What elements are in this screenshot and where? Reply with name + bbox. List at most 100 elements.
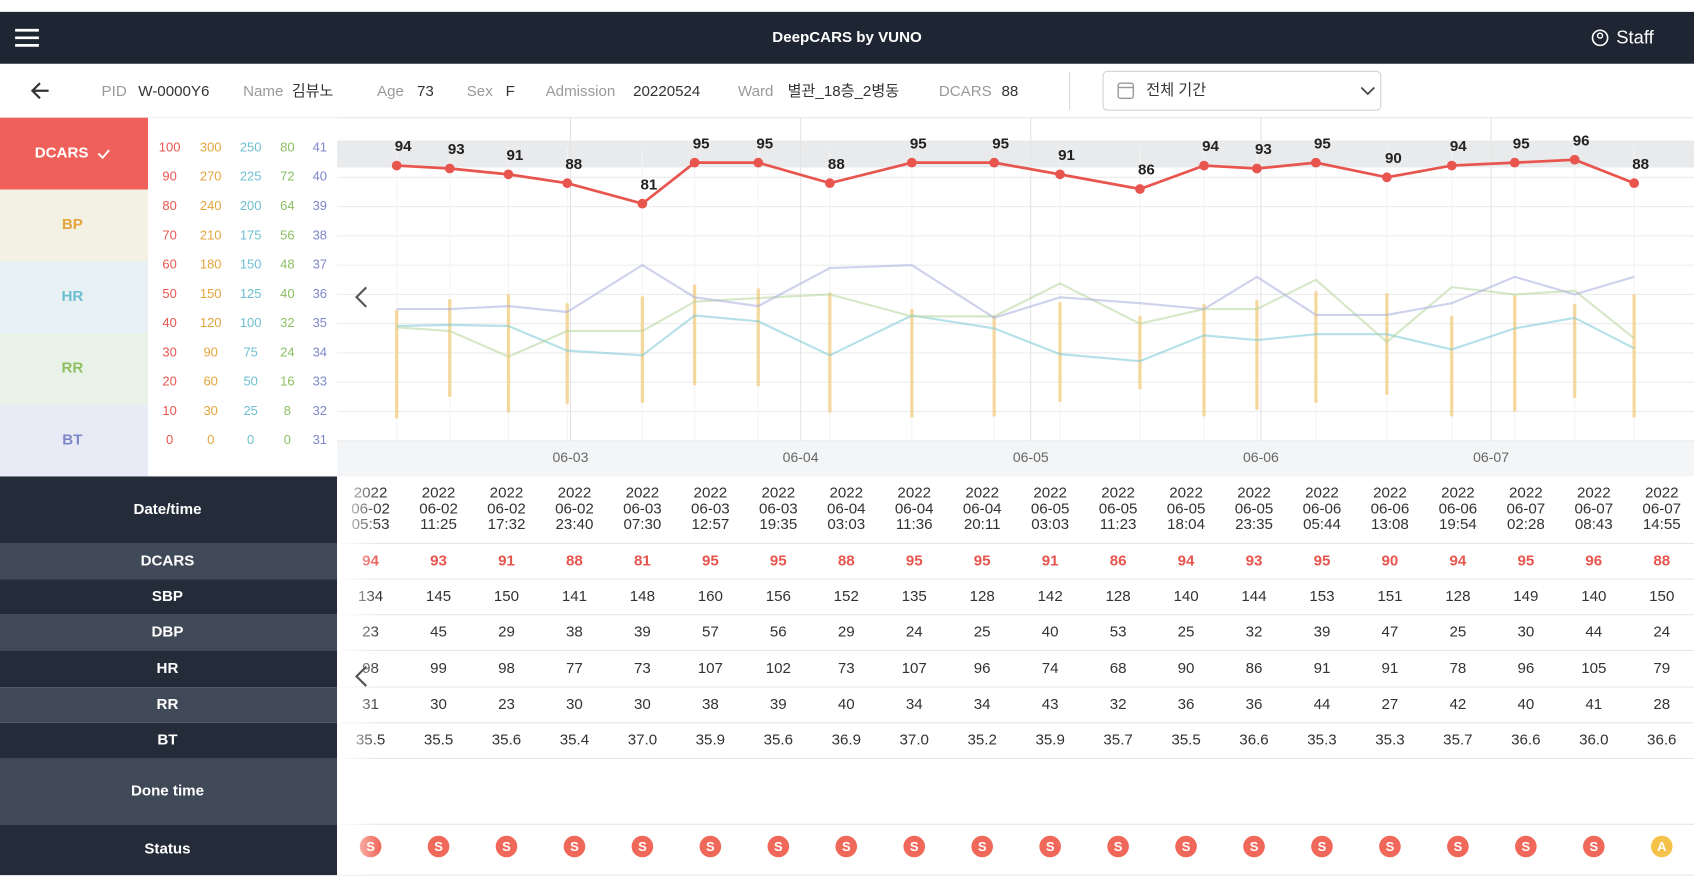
data-label: 95 [1314, 135, 1331, 152]
y-tick-label: 40 [313, 169, 327, 184]
dcars-point [503, 169, 514, 180]
value-cell: 96 [1517, 660, 1534, 677]
y-tick-label: 39 [313, 198, 327, 213]
value-cell: 32 [1246, 624, 1263, 641]
datetime-cell: 06-03 [691, 500, 730, 517]
y-tick-label: 150 [200, 286, 222, 301]
datetime-cell: 05:44 [1303, 516, 1341, 533]
scroll-left[interactable] [355, 286, 368, 308]
menu-button[interactable] [15, 28, 39, 47]
datetime-cell: 2022 [1101, 485, 1135, 502]
value-cell: 73 [838, 660, 855, 677]
datetime-cell: 18:04 [1167, 516, 1205, 533]
value-cell: 99 [430, 660, 447, 677]
y-tick-label: 30 [162, 344, 176, 359]
user-menu[interactable]: Staff [1591, 27, 1655, 48]
y-tick-label: 32 [313, 403, 327, 418]
value-cell: 47 [1382, 624, 1399, 641]
value-cell: 36.6 [1239, 732, 1268, 749]
value-cell: 42 [1449, 696, 1466, 713]
data-table: Date/time DCARS SBP DBP HR RR BT Done time Statu… [0, 476, 1694, 876]
y-tick-label: 8 [284, 403, 291, 418]
period-dropdown[interactable]: 전체 기간 [1102, 70, 1382, 111]
value-cell: 35.2 [967, 732, 996, 749]
value-cell: 45 [430, 624, 447, 641]
value-cell: 30 [566, 696, 583, 713]
y-tick-label: 40 [162, 315, 176, 330]
y-tick-label: 40 [280, 286, 294, 301]
datetime-cell: 2022 [626, 485, 660, 502]
y-tick-label: 100 [240, 315, 262, 330]
axis-button[interactable] [0, 261, 149, 333]
value-cell: 29 [498, 624, 515, 641]
datetime-cell: 23:35 [1235, 516, 1273, 533]
dcars-point [753, 157, 764, 168]
scroll-left-table[interactable] [355, 665, 368, 687]
back-button[interactable] [30, 82, 49, 100]
x-tick-label: 06-07 [1473, 449, 1509, 465]
x-axis-band [337, 440, 1694, 477]
y-tick-label: 125 [240, 286, 262, 301]
status-badge [699, 835, 722, 858]
datetime-cell: 06-02 [555, 500, 594, 517]
y-tick-label: 34 [313, 344, 327, 359]
y-tick-label: 250 [240, 139, 262, 154]
y-tick-label: 180 [200, 257, 222, 272]
status-text: S [1114, 839, 1123, 854]
series-line [396, 278, 1635, 358]
value-cell: 34 [974, 696, 991, 713]
axis-button[interactable] [0, 189, 149, 262]
axis-button[interactable] [0, 404, 149, 477]
status-text: S [1250, 839, 1259, 854]
datetime-cell: 06-07 [1574, 500, 1613, 517]
row-header-bg [0, 614, 338, 651]
value-cell: 88 [1653, 552, 1670, 569]
row-header-bg [0, 687, 338, 723]
y-tick-label: 33 [313, 374, 327, 389]
datetime-cell: 06-04 [895, 500, 934, 517]
y-tick-label: 0 [166, 432, 173, 447]
x-tick-label: 06-05 [1013, 449, 1049, 465]
value-cell: 27 [1382, 696, 1399, 713]
data-label: 94 [1202, 138, 1219, 155]
value-cell: 73 [634, 660, 651, 677]
y-tick-label: 270 [200, 169, 222, 184]
status-text: S [502, 839, 511, 854]
value-cell: 88 [838, 552, 855, 569]
value-cell: 25 [1449, 624, 1466, 641]
value-cell: 160 [698, 588, 723, 605]
value-cell: 96 [1585, 552, 1602, 569]
row-header: Status [144, 841, 190, 858]
status-badge [835, 835, 858, 858]
value-cell: 39 [770, 696, 787, 713]
series-line [396, 263, 1635, 320]
axis-button[interactable] [0, 117, 149, 190]
x-tick-label: 06-04 [783, 449, 819, 465]
y-tick-label: 30 [203, 403, 217, 418]
data-label: 90 [1385, 150, 1402, 167]
field-label: DCARS [939, 83, 992, 100]
value-cell: 28 [1653, 696, 1670, 713]
data-label: 95 [1513, 135, 1530, 152]
status-badge [1311, 835, 1333, 858]
value-cell: 135 [902, 588, 927, 605]
y-tick-label: 35 [313, 315, 327, 330]
datetime-cell: 14:55 [1643, 516, 1681, 533]
datetime-cell: 08:43 [1575, 516, 1613, 533]
value-cell: 35.9 [1035, 732, 1064, 749]
axis-button[interactable] [0, 332, 149, 405]
data-label: 93 [448, 141, 465, 158]
value-cell: 29 [838, 624, 855, 641]
value-cell: 56 [770, 624, 787, 641]
value-cell: 95 [770, 552, 787, 569]
row-header: BT [157, 732, 178, 749]
status-badge [971, 835, 993, 858]
value-cell: 40 [1517, 696, 1534, 713]
row-header: DBP [152, 624, 184, 641]
status-badge [1039, 835, 1061, 858]
row-header: Done time [131, 782, 204, 799]
status-text: S [434, 839, 443, 854]
value-cell: 81 [634, 552, 651, 569]
status-badge [1447, 835, 1469, 858]
